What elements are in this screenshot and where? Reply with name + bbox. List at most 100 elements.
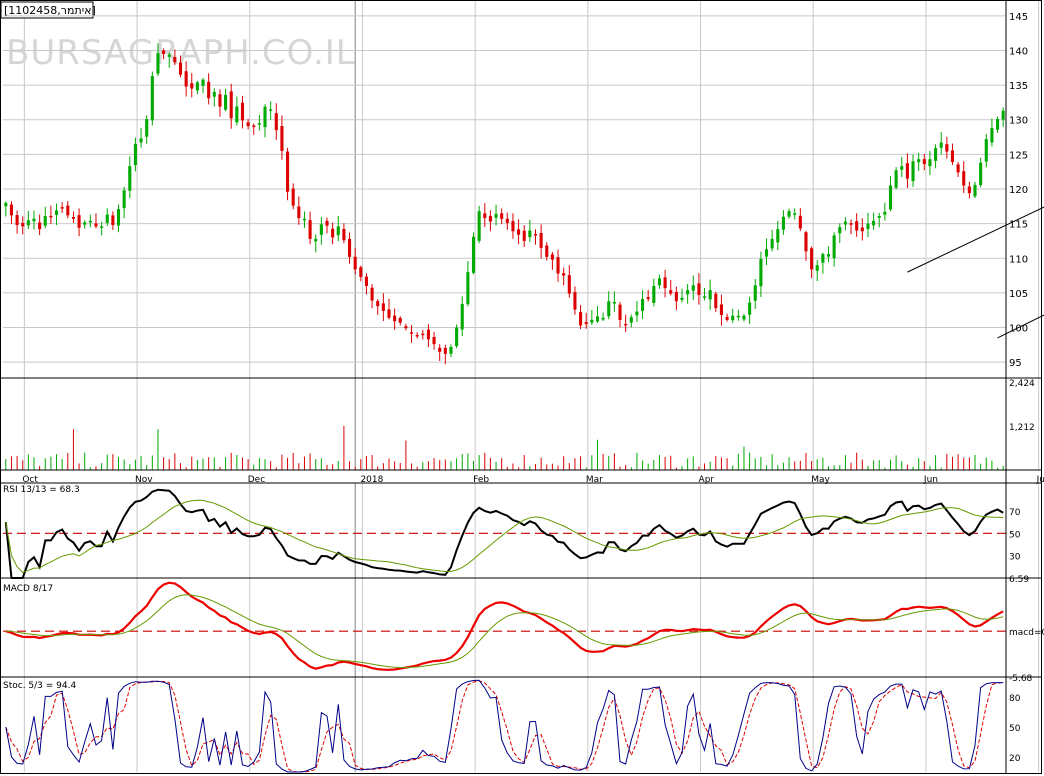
- candle-body: [438, 347, 442, 352]
- candle-body: [843, 221, 847, 225]
- candle-body: [111, 215, 115, 226]
- candle-body: [832, 235, 836, 258]
- rsi-panel: 70 50 30: [3, 488, 1021, 579]
- candle-body: [393, 315, 397, 322]
- candle-body: [409, 332, 414, 334]
- month-axis: OctNovDec2018FebMarAprMayJunJulAugSep: [3, 470, 1044, 485]
- candle-body: [466, 272, 470, 305]
- candle-body: [1001, 110, 1005, 120]
- candle-body: [567, 275, 571, 294]
- candle-body: [894, 170, 898, 188]
- candle-body: [240, 102, 245, 121]
- candle-body: [517, 229, 521, 235]
- candle-body: [928, 159, 932, 167]
- candle-body: [139, 138, 143, 143]
- candle-body: [364, 276, 368, 286]
- candle-body: [133, 143, 137, 166]
- candle-body: [291, 188, 295, 206]
- candle-body: [533, 234, 538, 236]
- trend-channel: [907, 206, 1044, 339]
- price-tick-label: 140: [1009, 46, 1028, 57]
- month-tick-label: Oct: [22, 475, 38, 485]
- candle-body: [190, 83, 194, 89]
- candle-body: [145, 119, 149, 137]
- candle-body: [787, 211, 791, 217]
- candle-body: [641, 299, 645, 311]
- candle-body: [702, 296, 707, 298]
- candle-body: [669, 290, 673, 294]
- candle-body: [764, 249, 769, 257]
- candle-body: [432, 337, 436, 345]
- candle-body: [748, 302, 752, 315]
- candle-body: [505, 218, 509, 223]
- macd-signal-line: [5, 594, 1004, 668]
- candle-body: [821, 254, 825, 263]
- ticker-label: [1102458,איתמר]: [4, 4, 96, 17]
- candle-body: [49, 215, 53, 218]
- candle-body: [150, 76, 154, 121]
- candle-body: [54, 210, 59, 215]
- candle-body: [922, 159, 926, 165]
- rsi-signal-line: [5, 499, 1004, 573]
- candle-body: [426, 329, 430, 340]
- candle-body: [178, 62, 183, 75]
- candle-body: [607, 301, 611, 317]
- candle-body: [246, 122, 250, 126]
- stoch-panel-tick-label: 50: [1009, 724, 1021, 734]
- price-tick-label: 145: [1009, 12, 1028, 23]
- trend-line: [907, 206, 1044, 273]
- candle-body: [826, 254, 831, 257]
- candle-body: [21, 222, 25, 227]
- price-tick-label: 120: [1009, 185, 1028, 196]
- candle-body: [331, 228, 335, 238]
- candle-body: [26, 220, 30, 226]
- candle-body: [286, 151, 290, 192]
- candle-body: [562, 273, 566, 276]
- stoch-title: Stoc. 5/3 = 94.4: [3, 681, 76, 691]
- candle-body: [404, 326, 408, 329]
- candle-body: [736, 315, 740, 318]
- candle-body: [601, 317, 605, 320]
- candle-body: [962, 171, 966, 186]
- candle-body: [652, 285, 656, 303]
- month-tick-label: Apr: [699, 475, 715, 485]
- candle-body: [990, 128, 994, 143]
- candle-body: [319, 224, 323, 235]
- candle-body: [691, 285, 695, 291]
- candle-body: [359, 267, 363, 277]
- candle-body: [697, 283, 701, 295]
- candle-body: [302, 218, 307, 221]
- candle-body: [88, 220, 92, 223]
- candle-body: [162, 50, 166, 54]
- candle-body: [742, 315, 746, 320]
- candle-body: [618, 304, 622, 320]
- candle-body: [477, 211, 481, 241]
- candle-body: [939, 142, 943, 148]
- candle-body: [167, 54, 171, 57]
- stoch-k-line: [5, 679, 1004, 773]
- candle-body: [15, 215, 19, 226]
- candle-body: [629, 317, 633, 323]
- candle-body: [860, 227, 864, 232]
- candle-body: [184, 71, 188, 87]
- candle-body: [336, 226, 340, 236]
- candle-body: [224, 94, 228, 110]
- candle-body: [545, 245, 549, 257]
- candle-body: [415, 334, 419, 337]
- price-tick-label: 100: [1009, 324, 1028, 335]
- candle-body: [308, 220, 312, 239]
- candle-body: [584, 322, 588, 325]
- candle-body: [483, 213, 487, 219]
- candle-body: [798, 215, 802, 229]
- candle-body: [77, 215, 81, 228]
- candle-body: [657, 278, 662, 286]
- price-tick-label: 115: [1009, 220, 1028, 231]
- candle-body: [973, 184, 977, 197]
- candle-body: [872, 220, 876, 226]
- month-tick-label: May: [811, 475, 830, 485]
- candle-body: [4, 202, 8, 207]
- candle-body: [731, 315, 735, 321]
- candle-body: [917, 159, 921, 163]
- candle-body: [387, 309, 391, 318]
- candle-body: [911, 161, 915, 182]
